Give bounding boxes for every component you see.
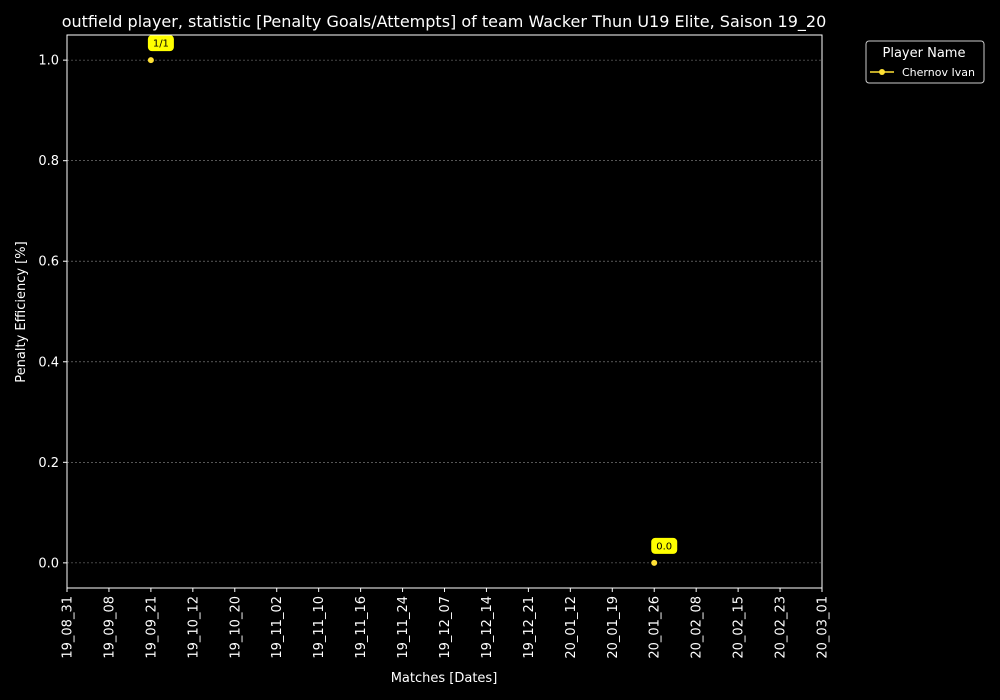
y-tick-label: 0.0 xyxy=(38,556,59,571)
x-tick-label: 20_03_01 xyxy=(816,596,831,659)
x-tick-label: 19_11_02 xyxy=(270,596,285,659)
x-tick-label: 19_09_21 xyxy=(144,596,159,659)
x-tick-label: 19_12_21 xyxy=(522,596,537,659)
y-tick-label: 0.6 xyxy=(38,255,59,270)
legend-title: Player Name xyxy=(883,46,966,61)
x-tick-label: 19_12_14 xyxy=(480,596,495,659)
x-tick-label: 19_08_31 xyxy=(61,596,76,659)
series-layer: 1/1 0.0 xyxy=(147,35,678,566)
x-tick-label: 20_01_19 xyxy=(606,596,621,659)
x-tick-label: 19_09_08 xyxy=(102,596,117,659)
x-tick-label: 20_02_08 xyxy=(690,596,705,659)
x-tick-label: 19_11_24 xyxy=(396,596,411,659)
x-tick-label: 19_11_16 xyxy=(354,596,369,659)
x-axis: 19_08_31 19_09_08 19_09_21 19_10_12 19_10_20… xyxy=(61,588,831,659)
y-tick-label: 0.2 xyxy=(38,456,59,471)
data-label-box xyxy=(651,537,678,554)
legend-frame xyxy=(865,40,985,84)
x-tick-label: 20_02_15 xyxy=(732,596,747,659)
grid-layer xyxy=(67,59,822,564)
data-label: 1/1 xyxy=(153,39,169,50)
legend-series-name: Chernov Ivan xyxy=(902,66,975,79)
chart-title: outfield player, statistic [Penalty Goal… xyxy=(62,12,827,32)
data-point xyxy=(147,57,154,64)
y-axis: 0.0 0.2 0.4 0.6 0.8 1.0 xyxy=(38,54,67,571)
x-tick-label: 20_02_23 xyxy=(774,596,789,659)
legend: Player Name Chernov Ivan xyxy=(865,40,985,84)
x-tick-label: 19_10_20 xyxy=(228,596,243,659)
y-axis-label: Penalty Efficiency [%] xyxy=(14,241,29,382)
y-tick-label: 0.4 xyxy=(38,355,59,370)
data-label-box xyxy=(147,35,174,52)
y-tick-label: 0.8 xyxy=(38,154,59,169)
plot-area xyxy=(67,35,822,588)
legend-series-marker xyxy=(879,69,885,75)
x-tick-label: 20_01_26 xyxy=(648,596,663,659)
x-tick-label: 19_12_07 xyxy=(438,596,453,659)
data-label: 0.0 xyxy=(656,541,672,552)
x-tick-label: 20_01_12 xyxy=(564,596,579,659)
x-tick-label: 19_10_12 xyxy=(186,596,201,659)
x-axis-label: Matches [Dates] xyxy=(391,671,498,686)
data-point xyxy=(651,559,658,566)
y-tick-label: 1.0 xyxy=(38,54,59,69)
x-tick-label: 19_11_10 xyxy=(312,596,327,659)
